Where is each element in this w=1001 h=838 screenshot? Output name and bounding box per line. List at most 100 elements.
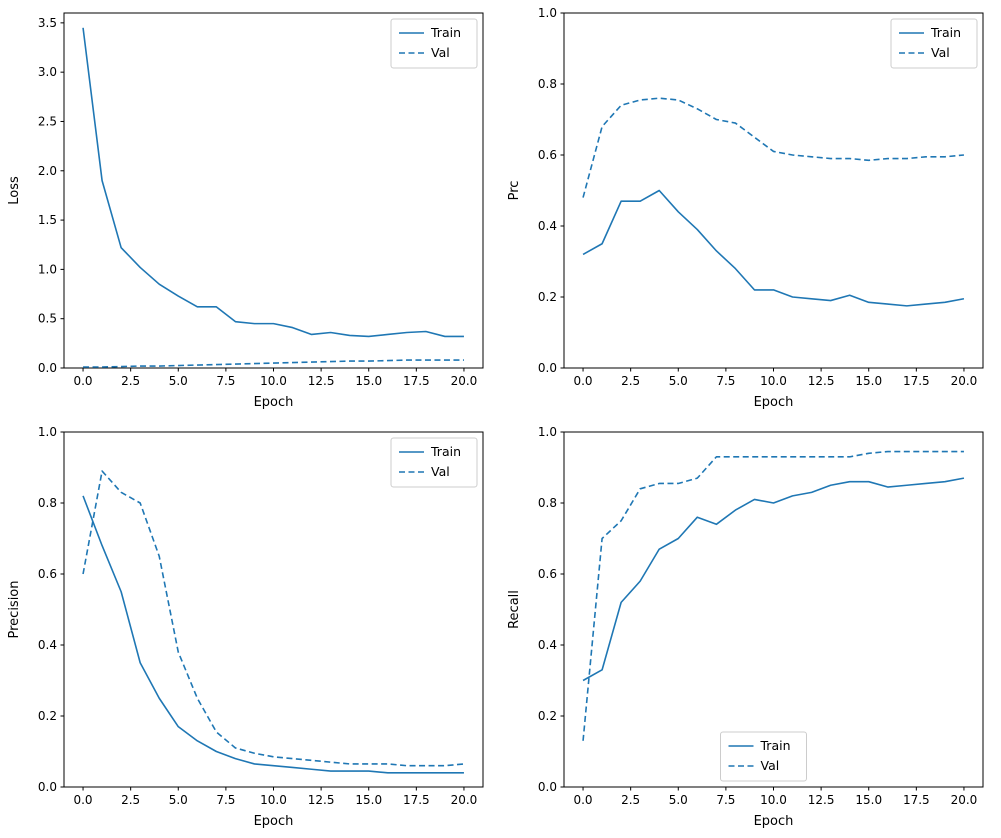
- y-axis-label: Precision: [7, 580, 22, 638]
- y-axis: 0.0 0.2 0.4 0.6 0.8 1.0: [538, 6, 564, 375]
- x-tick-label: 0.0: [573, 793, 592, 807]
- chart-recall: 0.0 2.5 5.0 7.5 10.0 12.5 15.0 17.5 20.0 Epoch 0.0…: [500, 419, 1000, 838]
- plot-background: [0, 0, 500, 419]
- x-tick-label: 12.5: [308, 793, 335, 807]
- y-tick-label: 0.8: [538, 496, 557, 510]
- x-tick-label: 12.5: [308, 374, 335, 388]
- chart-loss: 0.0 2.5 5.0 7.5 10.0 12.5 15.0 17.5 20.0 Epoch 0.0…: [0, 0, 500, 419]
- x-tick-label: 17.5: [903, 374, 930, 388]
- x-axis: 0.0 2.5 5.0 7.5 10.0 12.5 15.0 17.5 20.0: [73, 787, 477, 807]
- x-tick-label: 2.5: [621, 374, 640, 388]
- y-tick-label: 0.8: [538, 77, 557, 91]
- legend-box: [720, 731, 807, 782]
- y-tick-label: 2.0: [38, 164, 57, 178]
- legend: Train Val: [390, 437, 478, 488]
- x-axis: 0.0 2.5 5.0 7.5 10.0 12.5 15.0 17.5 20.0: [73, 368, 477, 388]
- x-tick-label: 10.0: [260, 374, 287, 388]
- y-tick-label: 0.0: [538, 361, 557, 375]
- legend: Train Val: [390, 18, 478, 69]
- legend-box: [390, 18, 478, 69]
- legend-label-val: Val: [931, 45, 950, 60]
- y-tick-label: 0.2: [538, 709, 557, 723]
- y-tick-label: 0.4: [38, 638, 57, 652]
- x-tick-label: 2.5: [121, 374, 140, 388]
- y-tick-label: 0.4: [538, 638, 557, 652]
- x-tick-label: 15.0: [855, 374, 882, 388]
- y-tick-label: 0.4: [538, 219, 557, 233]
- x-tick-label: 5.0: [169, 793, 188, 807]
- y-tick-label: 0.0: [38, 361, 57, 375]
- chart-precision: 0.0 2.5 5.0 7.5 10.0 12.5 15.0 17.5 20.0 Epoch 0.0…: [0, 419, 500, 838]
- x-tick-label: 15.0: [355, 793, 382, 807]
- x-tick-label: 2.5: [621, 793, 640, 807]
- x-axis-label: Epoch: [754, 395, 794, 410]
- loss-plot: 0.0 2.5 5.0 7.5 10.0 12.5 15.0 17.5 20.0 Epoch 0.0…: [0, 0, 500, 419]
- y-axis: 0.0 0.5 1.0 1.5 2.0 2.5 3.0 3.5: [38, 16, 64, 375]
- x-axis-label: Epoch: [254, 814, 294, 829]
- y-tick-label: 0.6: [38, 567, 57, 581]
- series-line-val: [83, 359, 464, 368]
- y-axis: 0.0 0.2 0.4 0.6 0.8 1.0: [38, 425, 64, 794]
- legend: Train Val: [890, 18, 978, 69]
- y-tick-label: 0.2: [38, 709, 57, 723]
- x-axis-label: Epoch: [754, 814, 794, 829]
- y-axis-label: Loss: [7, 176, 22, 205]
- legend-box: [390, 437, 478, 488]
- x-tick-label: 12.5: [808, 374, 835, 388]
- x-tick-label: 15.0: [855, 793, 882, 807]
- x-tick-label: 10.0: [260, 793, 287, 807]
- plot-background: [500, 0, 1000, 419]
- y-axis-label: Recall: [507, 590, 522, 629]
- y-tick-label: 1.0: [538, 425, 557, 439]
- x-tick-label: 7.5: [716, 793, 735, 807]
- precision-plot: 0.0 2.5 5.0 7.5 10.0 12.5 15.0 17.5 20.0 Epoch 0.0…: [0, 419, 500, 838]
- series-line-val: [582, 450, 964, 741]
- y-tick-label: 1.5: [38, 213, 57, 227]
- y-tick-label: 0.5: [38, 312, 57, 326]
- x-tick-label: 17.5: [403, 374, 430, 388]
- recall-plot: 0.0 2.5 5.0 7.5 10.0 12.5 15.0 17.5 20.0 Epoch 0.0…: [500, 419, 1000, 838]
- x-axis: 0.0 2.5 5.0 7.5 10.0 12.5 15.0 17.5 20.0: [573, 368, 977, 388]
- series-line-train: [582, 189, 965, 307]
- x-tick-label: 20.0: [451, 374, 478, 388]
- x-tick-label: 0.0: [73, 374, 92, 388]
- x-tick-label: 5.0: [169, 374, 188, 388]
- legend-label-train: Train: [760, 738, 791, 753]
- y-tick-label: 3.5: [38, 16, 57, 30]
- legend-label-val: Val: [761, 758, 780, 773]
- x-tick-label: 7.5: [216, 793, 235, 807]
- y-tick-label: 3.0: [38, 65, 57, 79]
- y-tick-label: 2.5: [38, 114, 57, 128]
- y-tick-label: 0.6: [538, 567, 557, 581]
- x-tick-label: 5.0: [669, 793, 688, 807]
- y-tick-label: 0.8: [38, 496, 57, 510]
- x-tick-label: 17.5: [403, 793, 430, 807]
- series-line-train: [82, 27, 464, 338]
- y-tick-label: 0.0: [538, 780, 557, 794]
- legend: Train Val: [720, 731, 807, 782]
- x-tick-label: 0.0: [73, 793, 92, 807]
- series-line-val: [582, 97, 965, 198]
- x-tick-label: 20.0: [951, 374, 978, 388]
- series-line-val: [82, 470, 465, 767]
- prc-plot: 0.0 2.5 5.0 7.5 10.0 12.5 15.0 17.5 20.0 Epoch 0.0…: [500, 0, 1000, 419]
- legend-box: [890, 18, 978, 69]
- x-tick-label: 20.0: [451, 793, 478, 807]
- legend-label-val: Val: [431, 45, 450, 60]
- y-tick-label: 1.0: [38, 425, 57, 439]
- legend-label-val: Val: [431, 464, 450, 479]
- legend-label-train: Train: [430, 444, 461, 459]
- series-line-train: [582, 477, 965, 682]
- y-tick-label: 0.2: [538, 290, 557, 304]
- x-tick-label: 15.0: [355, 374, 382, 388]
- x-tick-label: 0.0: [573, 374, 592, 388]
- x-axis: 0.0 2.5 5.0 7.5 10.0 12.5 15.0 17.5 20.0: [573, 787, 977, 807]
- x-tick-label: 5.0: [669, 374, 688, 388]
- y-tick-label: 1.0: [38, 262, 57, 276]
- x-tick-label: 10.0: [760, 374, 787, 388]
- chart-prc: 0.0 2.5 5.0 7.5 10.0 12.5 15.0 17.5 20.0 Epoch 0.0…: [500, 0, 1000, 419]
- legend-label-train: Train: [930, 25, 961, 40]
- legend-label-train: Train: [430, 25, 461, 40]
- x-tick-label: 7.5: [716, 374, 735, 388]
